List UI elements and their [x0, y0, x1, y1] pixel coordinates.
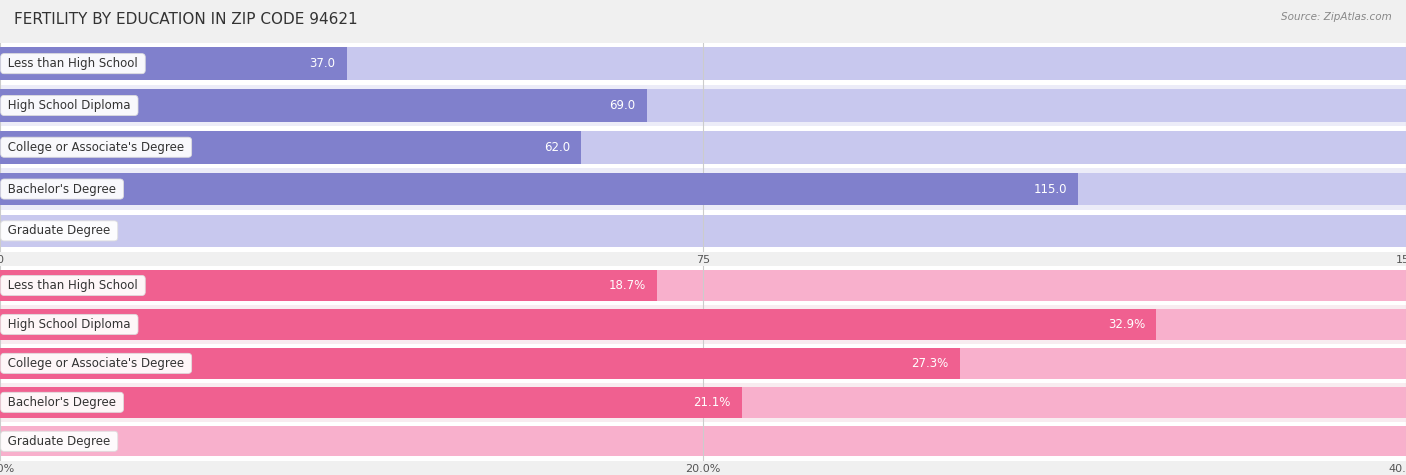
Bar [0, 270, 1406, 301]
Bar [0, 348, 960, 379]
Text: High School Diploma: High School Diploma [4, 318, 135, 331]
Text: High School Diploma: High School Diploma [4, 99, 135, 112]
Bar [0, 48, 1406, 80]
Bar [0, 131, 1406, 163]
Bar [0, 173, 1078, 205]
Text: College or Associate's Degree: College or Associate's Degree [4, 141, 188, 154]
Bar [0, 215, 1406, 247]
Bar [0, 422, 1406, 461]
Bar [0, 305, 1406, 344]
Text: 21.1%: 21.1% [693, 396, 731, 409]
Text: Bachelor's Degree: Bachelor's Degree [4, 182, 120, 196]
Text: 0.0: 0.0 [11, 224, 30, 238]
Bar [0, 426, 1406, 456]
Bar [0, 89, 647, 122]
Bar [0, 383, 1406, 422]
Bar [0, 210, 1406, 252]
Text: 62.0: 62.0 [544, 141, 569, 154]
Bar [0, 89, 1406, 122]
Bar [0, 173, 1406, 205]
Text: Source: ZipAtlas.com: Source: ZipAtlas.com [1281, 12, 1392, 22]
Text: 0.0%: 0.0% [11, 435, 41, 448]
Text: 27.3%: 27.3% [911, 357, 948, 370]
Bar [0, 131, 581, 163]
Bar [0, 48, 347, 80]
Bar [0, 344, 1406, 383]
Bar [0, 85, 1406, 126]
Bar [0, 309, 1156, 340]
Bar [0, 126, 1406, 168]
Text: Graduate Degree: Graduate Degree [4, 435, 114, 448]
Bar [0, 266, 1406, 305]
Text: Less than High School: Less than High School [4, 57, 142, 70]
Bar [0, 387, 1406, 418]
Bar [0, 348, 1406, 379]
Text: 115.0: 115.0 [1033, 182, 1067, 196]
Text: Bachelor's Degree: Bachelor's Degree [4, 396, 120, 409]
Text: Graduate Degree: Graduate Degree [4, 224, 114, 238]
Bar [0, 270, 657, 301]
Text: 32.9%: 32.9% [1108, 318, 1144, 331]
Text: 69.0: 69.0 [609, 99, 636, 112]
Bar [0, 309, 1406, 340]
Text: 37.0: 37.0 [309, 57, 336, 70]
Bar [0, 387, 742, 418]
Bar [0, 168, 1406, 210]
Text: FERTILITY BY EDUCATION IN ZIP CODE 94621: FERTILITY BY EDUCATION IN ZIP CODE 94621 [14, 12, 357, 27]
Text: 18.7%: 18.7% [609, 279, 645, 292]
Bar [0, 43, 1406, 85]
Text: College or Associate's Degree: College or Associate's Degree [4, 357, 188, 370]
Text: Less than High School: Less than High School [4, 279, 142, 292]
